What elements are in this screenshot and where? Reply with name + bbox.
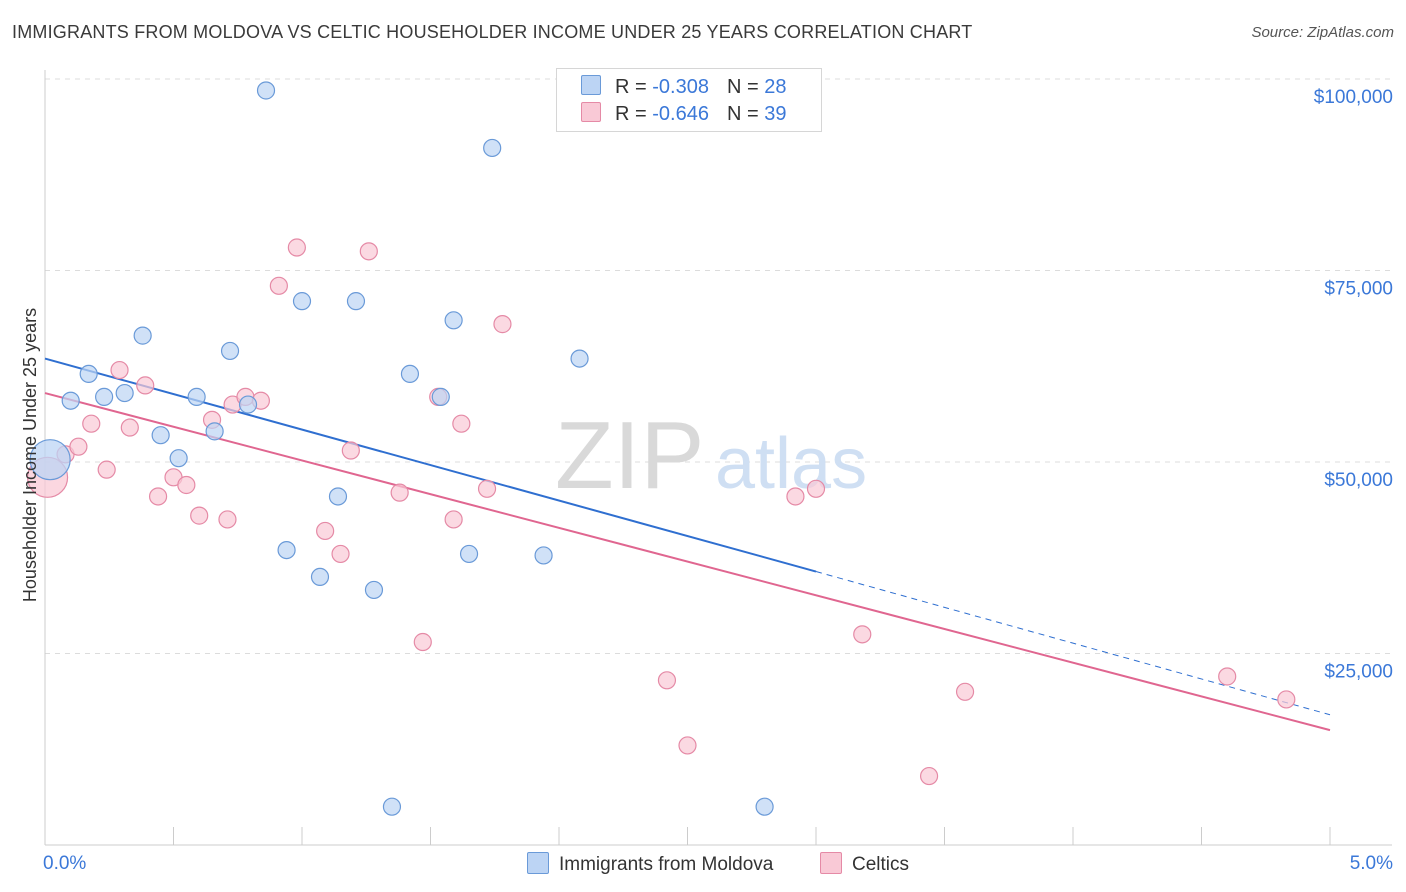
watermark: ZIP atlas: [555, 402, 867, 509]
n-label: N =: [726, 76, 765, 98]
data-point-moldova[interactable]: [79, 364, 98, 384]
data-point-celtics[interactable]: [1277, 690, 1296, 709]
data-point-celtics[interactable]: [477, 479, 497, 498]
legend-swatch-moldova: [527, 852, 549, 874]
correlation-legend: R = -0.308 N = 28 R = -0.646 N = 39: [556, 68, 822, 132]
data-point-moldova[interactable]: [238, 395, 258, 414]
data-point-celtics[interactable]: [190, 506, 209, 525]
data-point-celtics[interactable]: [218, 510, 237, 529]
data-point-moldova[interactable]: [169, 449, 188, 468]
data-point-moldova[interactable]: [187, 387, 206, 406]
legend-label-celtics: Celtics: [852, 854, 910, 875]
n-label: N =: [726, 103, 765, 125]
data-point-celtics[interactable]: [269, 276, 288, 295]
data-point-moldova[interactable]: [205, 422, 224, 441]
legend-swatch-celtics: [581, 102, 601, 122]
data-point-moldova[interactable]: [133, 326, 152, 345]
data-point-celtics[interactable]: [359, 242, 378, 261]
y-axis-title: Householder Income Under 25 years: [20, 308, 40, 602]
y-tick-label: $50,000: [1324, 470, 1393, 491]
trend-lines: [44, 357, 1331, 732]
r-value: -0.646: [652, 103, 709, 125]
legend-label-moldova: Immigrants from Moldova: [559, 854, 774, 875]
data-points: [26, 81, 1296, 816]
data-point-moldova[interactable]: [310, 567, 330, 587]
data-point-celtics[interactable]: [82, 414, 101, 433]
x-tick-label: 5.0%: [1350, 853, 1393, 874]
trend-line-moldova: [44, 357, 817, 573]
data-point-moldova[interactable]: [483, 138, 502, 158]
grid-lines: [45, 78, 1392, 654]
data-point-moldova[interactable]: [277, 540, 296, 560]
data-point-moldova[interactable]: [61, 391, 80, 410]
data-point-moldova[interactable]: [755, 797, 774, 816]
data-point-celtics[interactable]: [678, 736, 697, 755]
data-point-celtics[interactable]: [69, 437, 88, 456]
watermark-zip: ZIP: [555, 402, 704, 509]
data-point-moldova[interactable]: [95, 387, 114, 406]
data-point-celtics[interactable]: [97, 460, 116, 479]
data-point-celtics[interactable]: [786, 487, 805, 506]
data-point-celtics[interactable]: [136, 376, 155, 395]
data-point-celtics[interactable]: [1218, 667, 1237, 686]
chart-title: IMMIGRANTS FROM MOLDOVA VS CELTIC HOUSEH…: [12, 22, 973, 42]
data-point-celtics[interactable]: [316, 521, 335, 541]
data-point-moldova[interactable]: [534, 546, 553, 565]
data-point-celtics[interactable]: [919, 766, 939, 786]
data-point-celtics[interactable]: [413, 632, 432, 652]
legend-row-moldova: R = -0.308 N = 28: [581, 75, 786, 99]
r-value: -0.308: [652, 76, 709, 98]
trend-line-extension-moldova: [815, 571, 1331, 716]
y-tick-label: $100,000: [1314, 87, 1393, 108]
data-point-celtics[interactable]: [331, 544, 350, 564]
r-label: R =: [615, 76, 653, 98]
y-tick-label: $25,000: [1324, 662, 1393, 683]
legend-swatch-moldova: [581, 75, 601, 95]
y-tick-label: $75,000: [1324, 279, 1393, 300]
data-point-celtics[interactable]: [341, 441, 360, 460]
legend-swatch-celtics: [820, 852, 842, 874]
data-point-moldova[interactable]: [459, 544, 479, 564]
data-point-celtics[interactable]: [493, 315, 512, 334]
data-point-moldova[interactable]: [431, 387, 450, 406]
n-value: 28: [764, 76, 787, 98]
data-point-moldova[interactable]: [292, 292, 312, 311]
data-point-moldova[interactable]: [444, 311, 463, 330]
data-point-celtics[interactable]: [657, 671, 677, 690]
data-point-moldova[interactable]: [570, 349, 589, 368]
r-label: R =: [615, 103, 653, 125]
data-point-moldova[interactable]: [382, 797, 402, 816]
x-tick-label: 0.0%: [43, 853, 86, 874]
data-point-celtics[interactable]: [287, 238, 306, 257]
trend-line-celtics: [44, 392, 1331, 732]
legend-row-celtics: R = -0.646 N = 39: [581, 102, 786, 126]
data-point-moldova[interactable]: [29, 439, 71, 481]
data-point-celtics[interactable]: [110, 360, 129, 380]
data-point-celtics[interactable]: [148, 487, 168, 506]
data-point-moldova[interactable]: [346, 292, 366, 311]
data-point-celtics[interactable]: [177, 475, 196, 495]
series-legend: Immigrants from Moldova Celtics: [0, 852, 1406, 878]
data-point-moldova[interactable]: [400, 364, 420, 384]
data-point-celtics[interactable]: [120, 418, 139, 437]
data-point-moldova[interactable]: [364, 580, 384, 600]
legend-item-moldova[interactable]: Immigrants from Moldova: [527, 852, 773, 876]
data-point-celtics[interactable]: [955, 682, 975, 701]
n-value: 39: [764, 103, 787, 125]
data-point-moldova[interactable]: [115, 383, 134, 403]
data-point-moldova[interactable]: [151, 426, 170, 445]
data-point-celtics[interactable]: [444, 510, 463, 529]
data-point-celtics[interactable]: [452, 414, 471, 433]
data-point-celtics[interactable]: [853, 625, 872, 644]
data-point-moldova[interactable]: [220, 341, 240, 361]
data-point-moldova[interactable]: [256, 81, 276, 100]
source-label: Source: ZipAtlas.com: [1251, 24, 1394, 41]
legend-item-celtics[interactable]: Celtics: [820, 852, 909, 876]
data-point-celtics[interactable]: [390, 483, 409, 502]
data-point-celtics[interactable]: [806, 479, 826, 498]
tick-labels: $25,000 $50,000 $75,000 $100,000 0.0% 5.0%: [43, 87, 1393, 874]
data-point-moldova[interactable]: [328, 487, 348, 506]
